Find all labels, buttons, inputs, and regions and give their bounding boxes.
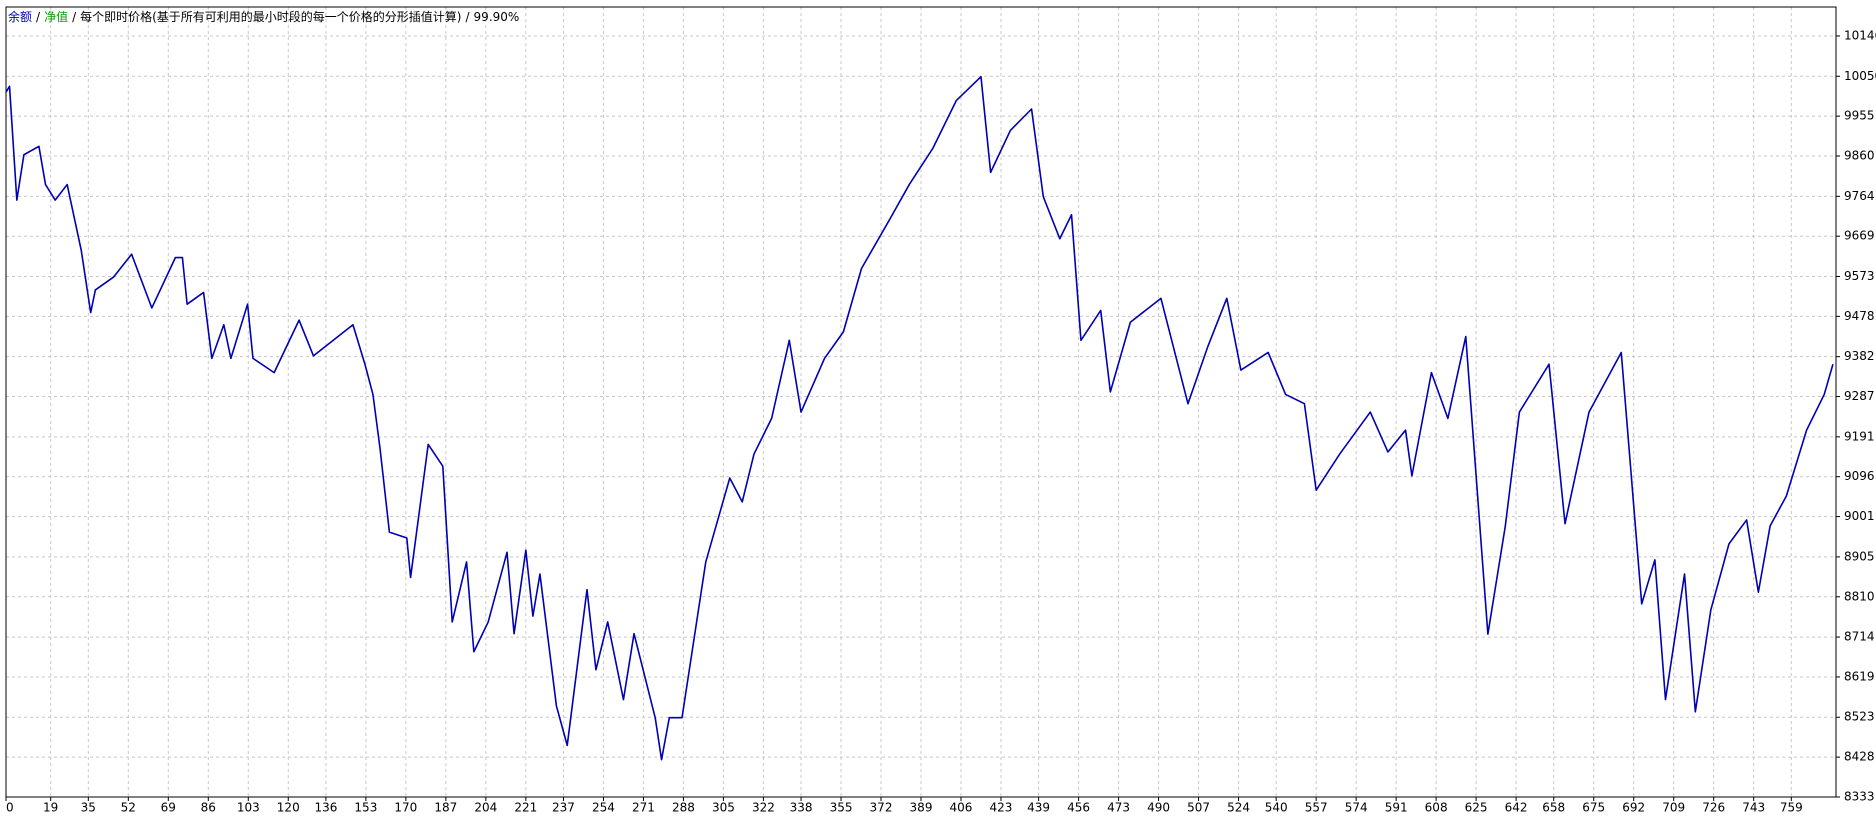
plot-frame: [5, 6, 1837, 798]
x-tick-label: 423: [990, 801, 1013, 815]
y-tick-label: 8714: [1844, 630, 1875, 644]
x-tick-label: 456: [1067, 801, 1090, 815]
x-tick-label: 675: [1582, 801, 1605, 815]
x-tick-label: 204: [474, 801, 497, 815]
x-tick-label: 254: [592, 801, 615, 815]
y-tick-label: 9669: [1844, 229, 1875, 243]
x-tick-label: 52: [121, 801, 136, 815]
x-tick-label: 692: [1622, 801, 1645, 815]
x-tick-label: 743: [1742, 801, 1765, 815]
x-tick-label: 120: [277, 801, 300, 815]
x-tick-label: 237: [552, 801, 575, 815]
y-tick-label: 9287: [1844, 389, 1875, 403]
x-tick-label: 355: [830, 801, 853, 815]
y-tick-label: 8905: [1844, 549, 1875, 563]
separator: /: [466, 10, 471, 24]
x-tick-label: 221: [514, 801, 537, 815]
y-tick-label: 8333: [1844, 790, 1875, 804]
x-tick-label: 439: [1027, 801, 1050, 815]
x-tick-label: 170: [394, 801, 417, 815]
x-tick-label: 35: [81, 801, 96, 815]
y-tick-label: 8428: [1844, 750, 1875, 764]
quality-label: 99.90%: [474, 10, 520, 24]
y-tick-label: 8619: [1844, 669, 1875, 683]
x-tick-label: 372: [870, 801, 893, 815]
y-tick-label: 9573: [1844, 269, 1875, 283]
balance-line: [5, 75, 1834, 761]
y-tick-label: 9478: [1844, 309, 1875, 323]
y-tick-label: 9191: [1844, 429, 1875, 443]
y-tick-label: 8810: [1844, 589, 1875, 603]
x-tick-label: 86: [201, 801, 216, 815]
y-tick-label: 9096: [1844, 469, 1875, 483]
y-tick-label: 10050: [1844, 69, 1876, 83]
x-tick-label: 524: [1227, 801, 1250, 815]
y-tick-label: 9860: [1844, 149, 1875, 163]
x-tick-label: 322: [752, 801, 775, 815]
y-tick-label: 9001: [1844, 509, 1875, 523]
separator: /: [72, 10, 77, 24]
x-tick-label: 406: [950, 801, 973, 815]
y-tick-label: 10146: [1844, 28, 1876, 42]
x-tick-label: 0: [6, 801, 14, 815]
x-tick-label: 540: [1265, 801, 1288, 815]
x-tick-label: 69: [161, 801, 176, 815]
separator: /: [36, 10, 41, 24]
x-tick-label: 473: [1107, 801, 1130, 815]
x-tick-label: 153: [354, 801, 377, 815]
x-tick-label: 709: [1662, 801, 1685, 815]
y-tick-label: 9955: [1844, 109, 1875, 123]
x-tick-label: 507: [1187, 801, 1210, 815]
x-tick-label: 103: [237, 801, 260, 815]
model-label: 每个即时价格(基于所有可利用的最小时段的每一个价格的分形插值计算): [80, 9, 461, 24]
x-tick-label: 338: [790, 801, 813, 815]
y-tick-label: 9764: [1844, 189, 1875, 203]
x-tick-label: 608: [1425, 801, 1448, 815]
legend-balance: 余额: [8, 9, 32, 24]
y-tick-label: 9382: [1844, 349, 1875, 363]
x-tick-label: 726: [1702, 801, 1725, 815]
x-tick-label: 591: [1385, 801, 1408, 815]
x-tick-label: 19: [43, 801, 58, 815]
x-tick-label: 557: [1305, 801, 1328, 815]
header: 余额 / 净值 / 每个即时价格(基于所有可利用的最小时段的每一个价格的分形插值计算) /…: [8, 9, 519, 24]
legend-equity: 净值: [44, 9, 68, 24]
x-tick-label: 658: [1542, 801, 1565, 815]
x-tick-label: 642: [1505, 801, 1528, 815]
x-tick-label: 389: [910, 801, 933, 815]
x-tick-label: 759: [1780, 801, 1803, 815]
x-tick-label: 136: [314, 801, 337, 815]
x-tick-label: 625: [1465, 801, 1488, 815]
x-tick-label: 271: [632, 801, 655, 815]
x-tick-label: 490: [1147, 801, 1170, 815]
x-tick-label: 187: [434, 801, 457, 815]
x-tick-label: 305: [712, 801, 735, 815]
x-tick-label: 574: [1345, 801, 1368, 815]
x-tick-label: 288: [672, 801, 695, 815]
y-tick-label: 8523: [1844, 710, 1875, 724]
